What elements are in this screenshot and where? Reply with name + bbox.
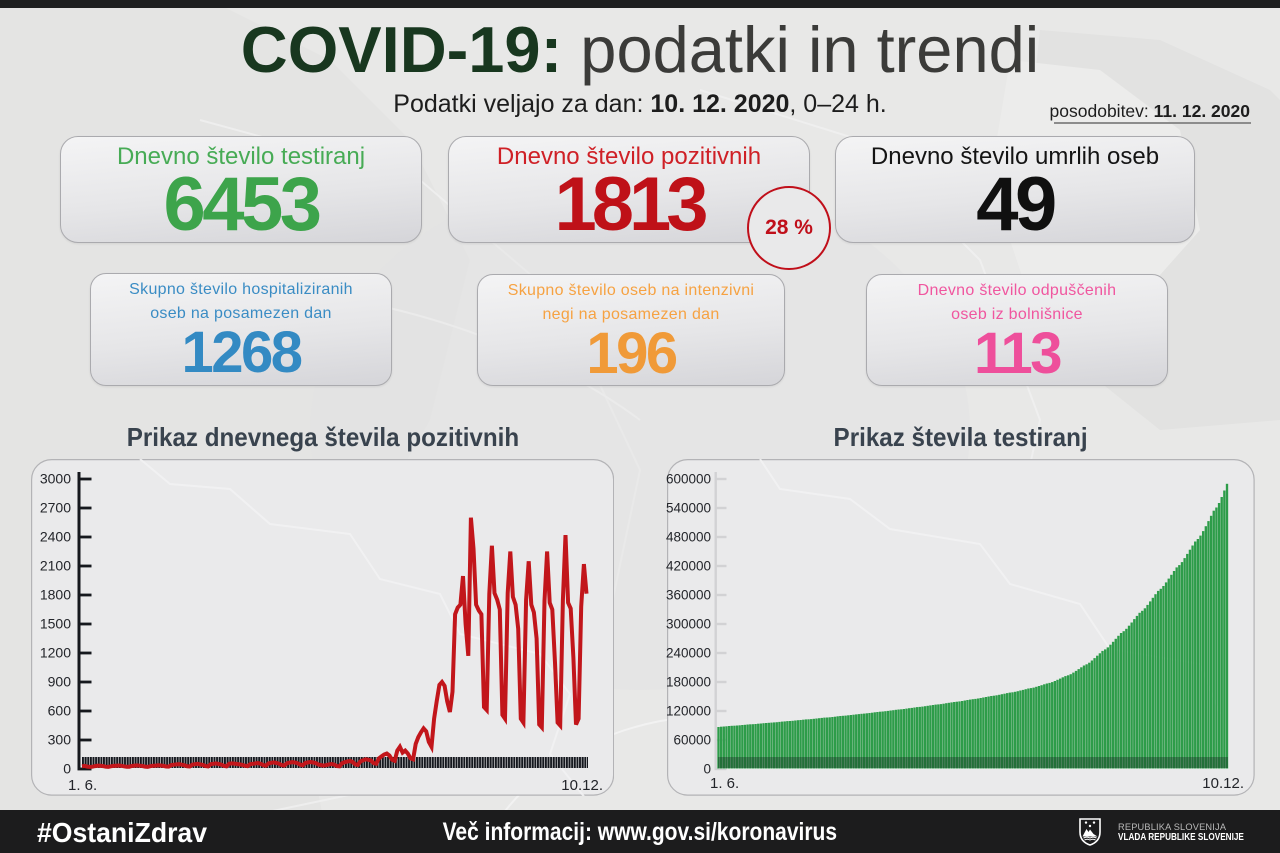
svg-text:900: 900 xyxy=(48,674,72,690)
svg-text:0: 0 xyxy=(703,762,711,777)
svg-text:2400: 2400 xyxy=(40,529,71,545)
svg-text:1200: 1200 xyxy=(40,645,71,661)
svg-text:1800: 1800 xyxy=(40,587,71,603)
svg-text:480000: 480000 xyxy=(666,530,711,545)
svg-text:360000: 360000 xyxy=(666,588,711,603)
svg-text:10.12.: 10.12. xyxy=(561,777,603,794)
svg-text:0: 0 xyxy=(63,761,71,777)
svg-text:10.12.: 10.12. xyxy=(1202,775,1244,792)
svg-text:600000: 600000 xyxy=(666,472,711,487)
svg-text:300: 300 xyxy=(48,732,72,748)
svg-text:300000: 300000 xyxy=(666,617,711,632)
svg-text:540000: 540000 xyxy=(666,501,711,516)
svg-text:240000: 240000 xyxy=(666,646,711,661)
svg-text:1. 6.: 1. 6. xyxy=(68,777,97,794)
svg-text:120000: 120000 xyxy=(666,704,711,719)
svg-text:180000: 180000 xyxy=(666,675,711,690)
svg-text:600: 600 xyxy=(48,703,72,719)
svg-text:2100: 2100 xyxy=(40,558,71,574)
svg-text:1. 6.: 1. 6. xyxy=(710,775,739,792)
svg-text:420000: 420000 xyxy=(666,559,711,574)
svg-text:60000: 60000 xyxy=(673,733,711,748)
svg-text:3000: 3000 xyxy=(40,471,71,487)
svg-text:2700: 2700 xyxy=(40,500,71,516)
svg-text:1500: 1500 xyxy=(40,616,71,632)
